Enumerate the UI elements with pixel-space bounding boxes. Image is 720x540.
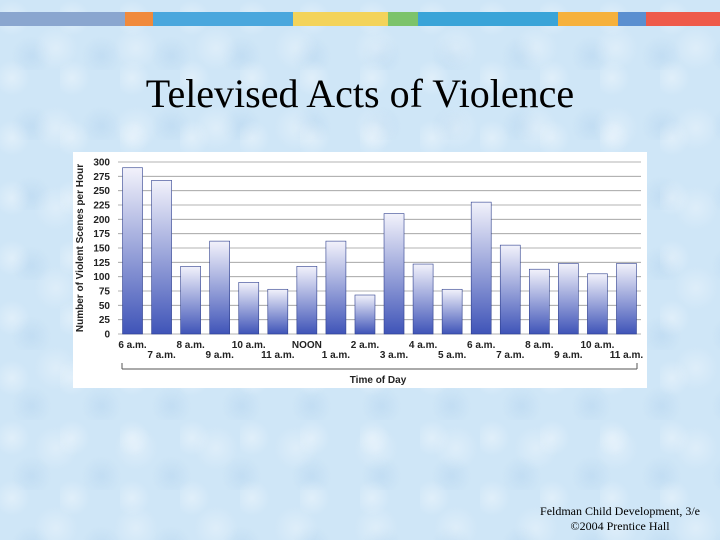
bar [209,240,230,335]
x-tick-label: 11 a.m. [261,350,295,361]
y-axis-label: Number of Violent Scenes per Hour [75,164,86,332]
y-tick-label: 275 [93,172,110,183]
bar [354,294,376,335]
bar [558,263,579,335]
bar [412,263,434,335]
x-tick-label: 4 a.m. [409,340,438,351]
bar [267,288,289,335]
y-tick-label: 300 [93,158,110,169]
slide-title: Televised Acts of Violence [145,71,575,116]
x-tick-label: 10 a.m. [580,340,614,351]
bar [122,167,143,335]
y-tick-label: 75 [99,287,111,298]
bar [616,263,637,335]
x-tick-label: 1 a.m. [322,350,351,361]
y-tick-label: 0 [104,330,110,341]
x-tick-label: 8 a.m. [525,340,554,351]
bar [238,282,260,335]
x-tick-label: 2 a.m. [351,340,380,351]
top-bar-segment [0,12,125,26]
y-tick-label: 125 [93,258,110,269]
x-tick-label: 6 a.m. [467,340,496,351]
x-tick-label: 9 a.m. [206,350,235,361]
y-tick-label: 175 [93,229,110,240]
y-tick-label: 25 [99,315,111,326]
top-bar-segment [293,12,388,26]
bar-chart: 0 25 50 75 100 125 150 175 200 225 250 275 300 Number… [75,158,644,387]
y-tick-label: 250 [93,186,110,197]
top-bar-segment [125,12,153,26]
footer: Feldman Child Development, 3/e ©2004 Pre… [540,504,700,534]
x-tick-label: 9 a.m. [554,350,583,361]
top-bar-segment [558,12,618,26]
x-tick-label: 11 a.m. [610,350,644,361]
y-tick-label: 50 [99,301,111,312]
bar [441,288,463,335]
footer-line-2: ©2004 Prentice Hall [570,519,670,533]
bar [470,201,492,335]
bar [529,268,550,335]
top-bar-segment [646,12,720,26]
x-tick-label: NOON [292,340,322,351]
x-tick-label: 8 a.m. [176,340,205,351]
top-bar-segment [153,12,293,26]
top-bar-segment [618,12,646,26]
y-tick-label: 200 [93,215,110,226]
footer-line-1: Feldman Child Development, 3/e [540,504,700,518]
top-bar-segment [418,12,558,26]
top-color-bar [0,12,720,26]
bar [151,180,172,335]
chart-area: 0 25 50 75 100 125 150 175 200 225 250 275 300 Number… [73,152,647,388]
x-tick-label: 7 a.m. [147,350,176,361]
x-tick-label: 5 a.m. [438,350,467,361]
x-tick-label: 10 a.m. [232,340,266,351]
x-tick-label: 3 a.m. [380,350,409,361]
x-tick-label: 6 a.m. [118,340,147,351]
x-axis-label: Time of Day [350,375,407,386]
bar [296,266,318,335]
bar [383,213,405,335]
y-tick-label: 225 [93,201,110,212]
bar [587,273,608,335]
bar [499,244,521,335]
bar [180,266,201,335]
top-bar-segment [388,12,418,26]
x-tick-label: 7 a.m. [496,350,525,361]
bar [325,240,347,335]
y-tick-label: 100 [93,272,110,283]
y-tick-label: 150 [93,244,110,255]
